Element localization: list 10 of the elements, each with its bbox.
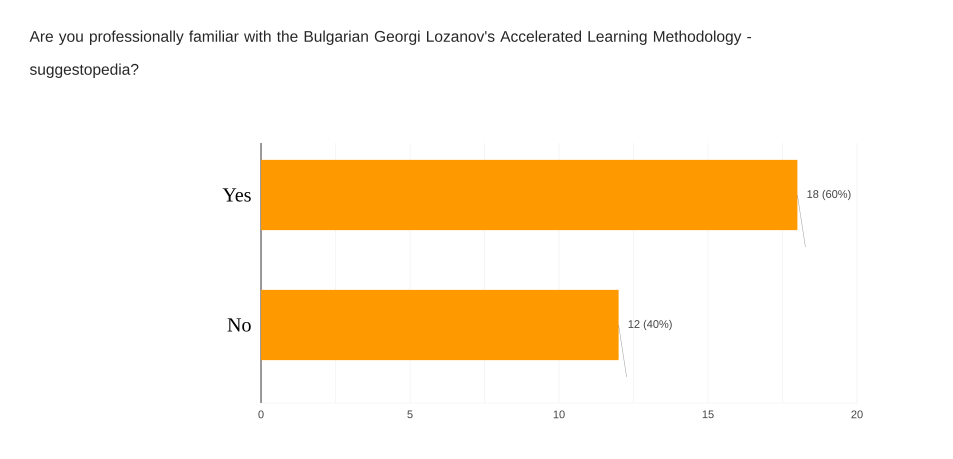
data-label: 18 (60%) [807, 190, 851, 200]
x-tick-label: 10 [554, 410, 565, 418]
x-tick-label: 20 [851, 410, 863, 418]
data-label: 12 (40%) [628, 320, 672, 330]
y-tick-label: Yes [222, 188, 251, 202]
y-tick-label: No [228, 318, 251, 332]
x-tick-label: 5 [407, 410, 413, 418]
x-tick-label: 0 [258, 410, 264, 418]
x-tick-label: 15 [702, 410, 714, 418]
chart-title: Are you professionally familiar with the Bulgarian Georgi Lozanov's Accelerated Learning Methodology - suggestopedia? [30, 30, 752, 78]
